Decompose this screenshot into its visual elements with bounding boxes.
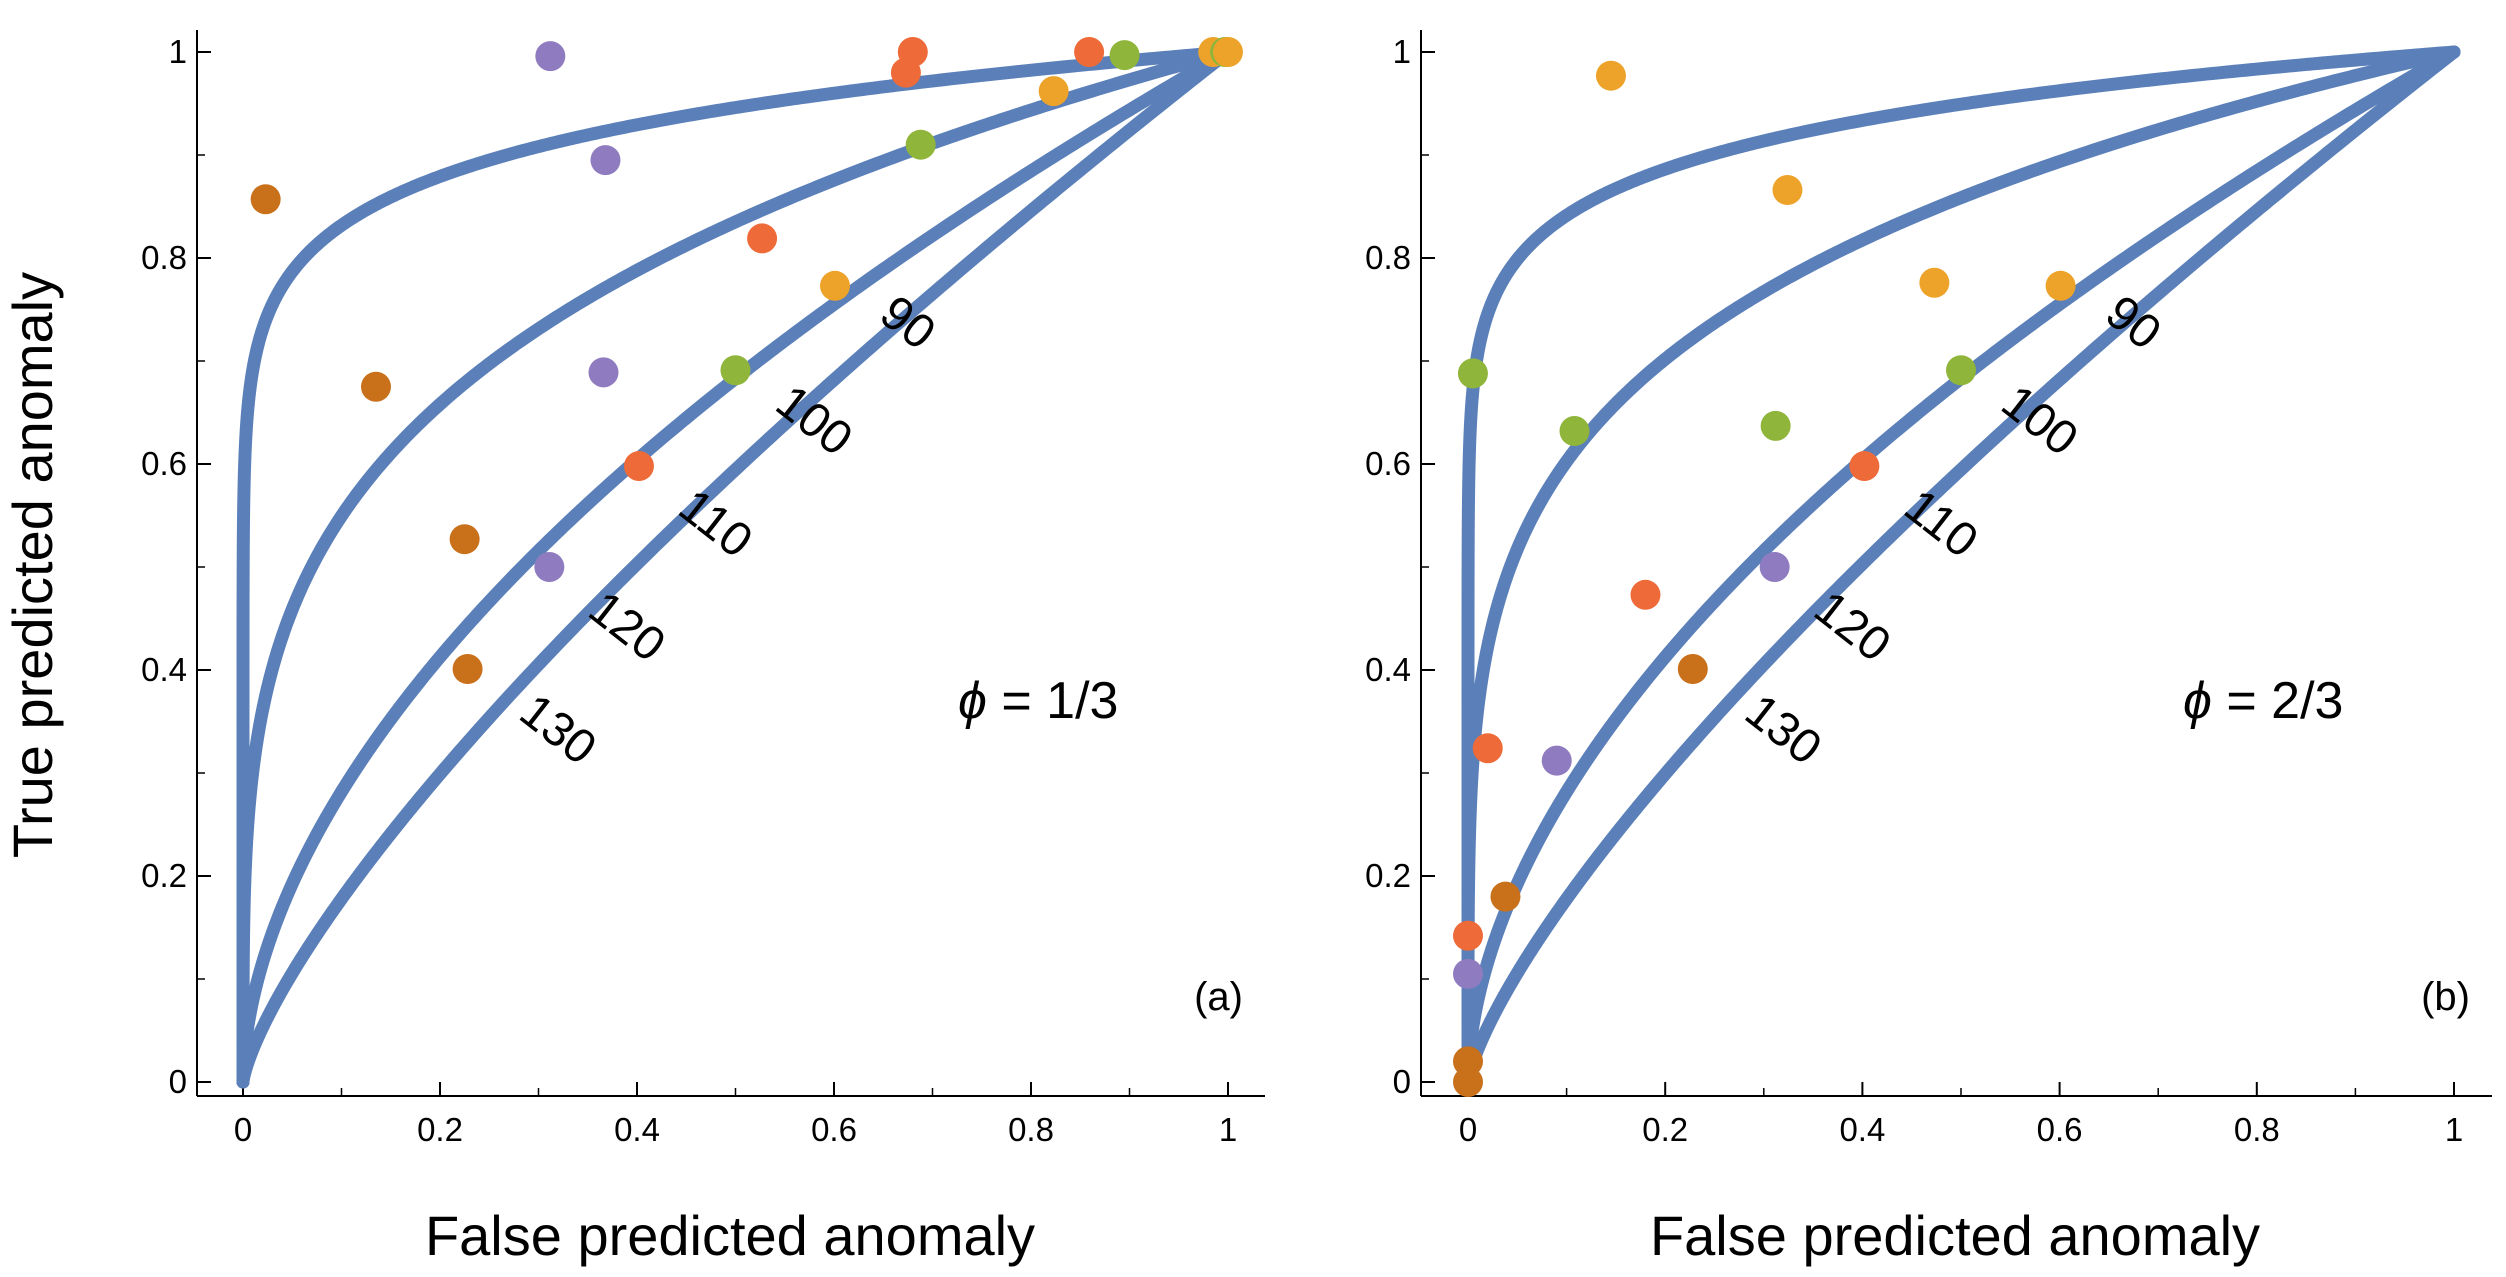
threshold-marker [1213, 37, 1243, 67]
threshold-marker [2045, 270, 2076, 301]
threshold-marker [452, 653, 483, 684]
threshold-marker [535, 41, 566, 72]
threshold-marker [250, 184, 281, 215]
x-tick-label: 0.8 [1008, 1111, 1054, 1148]
threshold-marker [1559, 416, 1590, 447]
threshold-marker [1490, 881, 1521, 912]
y-tick-label: 0.6 [1365, 445, 1411, 482]
threshold-marker [1759, 552, 1790, 582]
roc-curve [1461, 45, 2461, 1089]
x-tick-label: 0 [1459, 1111, 1477, 1148]
curves [1461, 45, 2461, 1089]
curve-label: 120 [1804, 581, 1900, 672]
curve-label: 130 [1735, 684, 1831, 775]
threshold-marker [720, 355, 751, 386]
threshold-marker [1453, 920, 1483, 951]
threshold-marker [1472, 733, 1503, 764]
y-tick-label: 1 [1393, 33, 1411, 70]
threshold-marker [590, 145, 621, 176]
phi-value: = 1/3 [987, 672, 1119, 730]
threshold-marker [1946, 355, 1976, 386]
threshold-marker [534, 552, 565, 582]
threshold-marker [1109, 40, 1140, 71]
x-tick-label: 1 [2445, 1111, 2463, 1148]
x-tick-label: 0 [234, 1111, 252, 1148]
x-tick-label: 0.6 [811, 1111, 857, 1148]
threshold-marker [1074, 37, 1105, 67]
curve-label: 100 [766, 375, 862, 466]
phi-value: = 2/3 [2212, 672, 2344, 730]
threshold-marker [1760, 410, 1791, 441]
curve-label: 110 [669, 479, 762, 568]
curve-label: 110 [1894, 479, 1987, 568]
threshold-marker [1595, 60, 1626, 91]
y-tick-label: 1 [169, 33, 187, 70]
threshold-marker [1453, 1067, 1483, 1097]
roc-curve [236, 45, 1235, 1089]
threshold-marker [1453, 1046, 1483, 1077]
y-tick-label: 0.6 [141, 445, 187, 482]
threshold-marker [1453, 958, 1483, 989]
curve-label: 130 [510, 684, 606, 775]
threshold-marker [449, 524, 480, 555]
threshold-marker [890, 57, 921, 88]
curves [236, 45, 1235, 1089]
roc-curve [1461, 45, 2461, 1089]
threshold-marker [1457, 358, 1488, 389]
y-tick-label: 0.4 [141, 651, 187, 688]
threshold-marker [1630, 579, 1661, 610]
markers [1453, 60, 2076, 1097]
threshold-marker [1919, 267, 1950, 298]
roc-curve [236, 45, 1235, 1089]
phi-symbol: ϕ [958, 672, 987, 730]
y-axis-title: True predicted anomaly [1, 272, 64, 858]
panel-a: 0 0.2 0.4 0.6 0.8 1 0 0.2 0.4 0.6 0.8 1 False predic… [141, 30, 1265, 1267]
x-tick-label: 0.4 [614, 1111, 660, 1148]
threshold-marker [588, 357, 619, 388]
y-tick-label: 0 [1393, 1063, 1411, 1100]
x-axis-title: False predicted anomaly [425, 1204, 1035, 1267]
markers [250, 37, 1243, 684]
roc-curve [236, 45, 1235, 1089]
curve-label: 100 [1992, 375, 2088, 466]
y-tick-label: 0.4 [1365, 651, 1411, 688]
x-tick-label: 0.6 [2037, 1111, 2083, 1148]
threshold-marker [1038, 76, 1069, 107]
x-axis-title: False predicted anomaly [1650, 1204, 2260, 1267]
x-tick-label: 0.2 [417, 1111, 463, 1148]
threshold-marker [905, 129, 936, 160]
phi-symbol: ϕ [2183, 672, 2212, 730]
panel-b: 0 0.2 0.4 0.6 0.8 1 0 0.2 0.4 0.6 0.8 1 False predic… [1365, 30, 2492, 1267]
threshold-marker [360, 371, 391, 402]
panel-tag: (b) [2421, 975, 2470, 1019]
threshold-marker [1677, 653, 1708, 684]
panel-tag: (a) [1194, 975, 1243, 1019]
x-tick-label: 1 [1219, 1111, 1237, 1148]
curve-label: 120 [579, 581, 675, 672]
threshold-marker [747, 223, 778, 254]
roc-curve [1461, 45, 2461, 1089]
y-tick-label: 0.8 [1365, 239, 1411, 276]
y-tick-label: 0.2 [1365, 857, 1411, 894]
x-tick-label: 0.2 [1642, 1111, 1688, 1148]
threshold-marker [1772, 175, 1803, 206]
x-tick-label: 0.8 [2234, 1111, 2280, 1148]
x-tick-label: 0.4 [1839, 1111, 1885, 1148]
threshold-marker [1541, 745, 1572, 776]
roc-curve [1461, 45, 2461, 1089]
phi-annotation: ϕ = 2/3 [2183, 672, 2343, 730]
y-tick-label: 0 [169, 1063, 187, 1100]
threshold-marker [819, 270, 850, 301]
threshold-marker [1849, 451, 1880, 482]
y-tick-label: 0.2 [141, 857, 187, 894]
y-tick-label: 0.8 [141, 239, 187, 276]
threshold-marker [623, 451, 654, 482]
phi-annotation: ϕ = 1/3 [958, 672, 1118, 730]
roc-curve [236, 45, 1235, 1089]
